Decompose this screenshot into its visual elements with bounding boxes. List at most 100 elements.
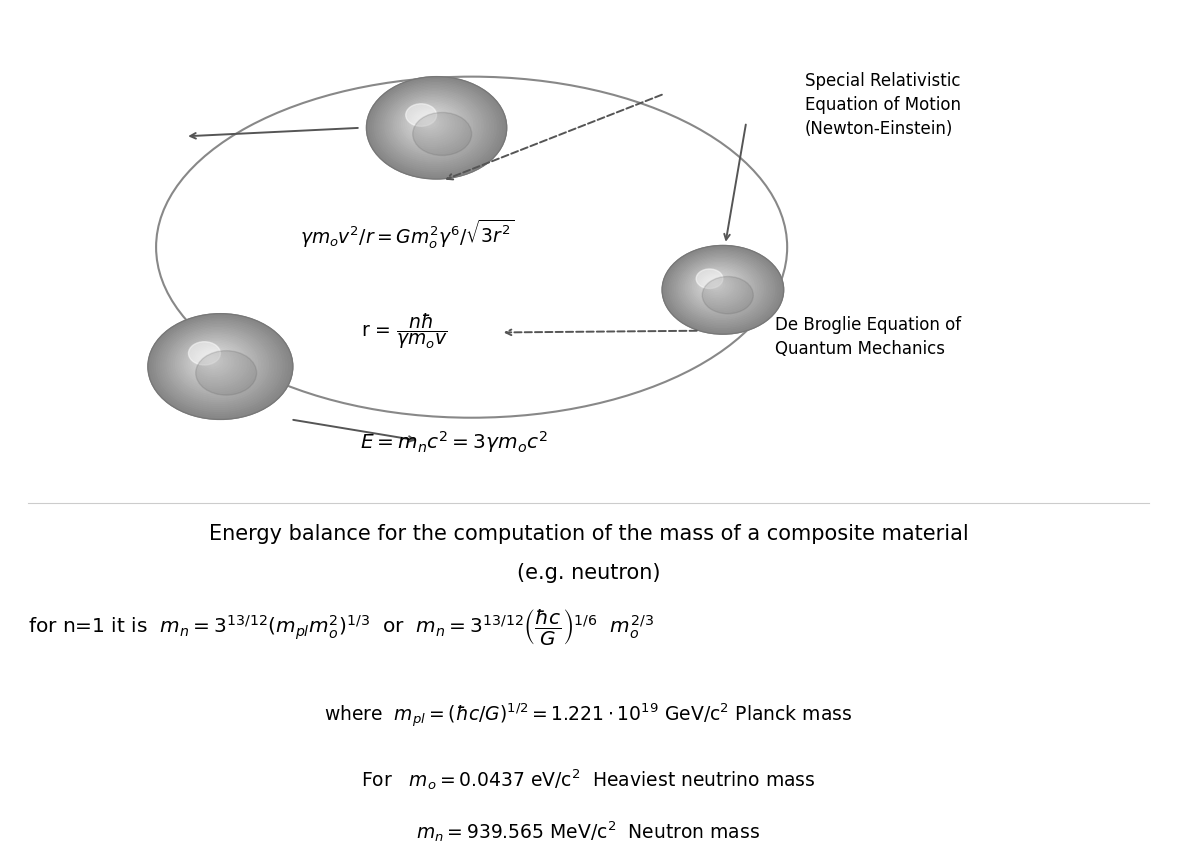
- Circle shape: [667, 250, 777, 329]
- Circle shape: [162, 325, 274, 406]
- Circle shape: [712, 282, 720, 288]
- Circle shape: [178, 336, 255, 392]
- Circle shape: [406, 104, 437, 127]
- Circle shape: [687, 263, 752, 311]
- Circle shape: [663, 245, 784, 334]
- Circle shape: [205, 356, 220, 366]
- Circle shape: [377, 84, 493, 170]
- Circle shape: [404, 103, 459, 145]
- Circle shape: [692, 268, 745, 306]
- Circle shape: [381, 87, 488, 165]
- Circle shape: [193, 346, 237, 378]
- Circle shape: [180, 337, 252, 390]
- Circle shape: [426, 121, 431, 124]
- Circle shape: [406, 105, 457, 143]
- Circle shape: [184, 340, 247, 386]
- Circle shape: [703, 276, 731, 296]
- Circle shape: [194, 348, 233, 376]
- Circle shape: [664, 247, 782, 332]
- Circle shape: [379, 85, 491, 168]
- Circle shape: [385, 90, 483, 162]
- Circle shape: [195, 350, 257, 395]
- Circle shape: [368, 78, 504, 177]
- Circle shape: [391, 95, 476, 156]
- Circle shape: [172, 331, 264, 398]
- Circle shape: [415, 113, 444, 133]
- Circle shape: [412, 109, 450, 137]
- Text: $m_n=939.565$ MeV/c$^2$  Neutron mass: $m_n=939.565$ MeV/c$^2$ Neutron mass: [417, 819, 760, 844]
- Circle shape: [420, 115, 439, 129]
- Circle shape: [390, 93, 478, 158]
- Text: where  $m_{pl}=(\hbar c/G)^{1/2}= 1.221\cdot10^{19}$ GeV/c$^2$ Planck mass: where $m_{pl}=(\hbar c/G)^{1/2}= 1.221\c…: [325, 702, 852, 730]
- Circle shape: [207, 357, 217, 364]
- Circle shape: [197, 350, 231, 374]
- Circle shape: [410, 108, 452, 139]
- Circle shape: [188, 342, 220, 365]
- Circle shape: [418, 115, 441, 131]
- Circle shape: [148, 313, 293, 419]
- Circle shape: [201, 352, 225, 370]
- Circle shape: [373, 81, 499, 173]
- Circle shape: [701, 274, 733, 298]
- Text: Special Relativistic
Equation of Motion
(Newton-Einstein): Special Relativistic Equation of Motion …: [805, 72, 960, 138]
- Circle shape: [199, 351, 228, 372]
- Circle shape: [182, 338, 250, 387]
- Circle shape: [713, 283, 718, 286]
- Circle shape: [173, 332, 260, 396]
- Circle shape: [387, 91, 480, 160]
- Circle shape: [671, 252, 772, 325]
- Circle shape: [191, 344, 239, 380]
- Circle shape: [710, 281, 723, 289]
- Circle shape: [152, 317, 287, 416]
- Text: (e.g. neutron): (e.g. neutron): [517, 562, 660, 583]
- Circle shape: [691, 266, 747, 307]
- Circle shape: [423, 117, 435, 127]
- Circle shape: [709, 279, 725, 291]
- Circle shape: [674, 255, 767, 323]
- Text: De Broglie Equation of
Quantum Mechanics: De Broglie Equation of Quantum Mechanics: [776, 316, 962, 357]
- Circle shape: [398, 99, 467, 151]
- Text: For   $m_o=0.0437$ eV/c$^2$  Heaviest neutrino mass: For $m_o=0.0437$ eV/c$^2$ Heaviest neutr…: [361, 768, 816, 792]
- Circle shape: [159, 321, 279, 410]
- Circle shape: [685, 263, 754, 313]
- Circle shape: [678, 257, 763, 319]
- Circle shape: [169, 329, 266, 400]
- Circle shape: [165, 326, 271, 404]
- Circle shape: [395, 97, 470, 152]
- Circle shape: [186, 342, 244, 384]
- Circle shape: [414, 111, 446, 135]
- Circle shape: [681, 260, 759, 316]
- Circle shape: [149, 315, 290, 418]
- Circle shape: [703, 276, 753, 313]
- Circle shape: [699, 273, 736, 300]
- Circle shape: [204, 354, 222, 369]
- Circle shape: [374, 83, 497, 171]
- Circle shape: [161, 323, 277, 407]
- Circle shape: [210, 359, 214, 362]
- Text: for n=1 it is  $m_n = 3^{13/12}(m_{pl}m_o^2)^{1/3}$  or  $m_n = 3^{13/12}\left(\: for n=1 it is $m_n = 3^{13/12}(m_{pl}m_o…: [27, 607, 653, 647]
- Circle shape: [188, 344, 241, 382]
- Circle shape: [705, 276, 730, 294]
- Circle shape: [677, 256, 765, 321]
- Circle shape: [680, 258, 762, 318]
- Circle shape: [424, 119, 433, 126]
- Circle shape: [399, 101, 465, 148]
- Circle shape: [670, 251, 774, 327]
- Circle shape: [698, 271, 738, 301]
- Circle shape: [689, 265, 750, 309]
- Circle shape: [175, 334, 258, 393]
- Text: $E = m_n c^2 = 3\gamma m_o c^2$: $E = m_n c^2 = 3\gamma m_o c^2$: [360, 429, 548, 455]
- Circle shape: [694, 269, 743, 304]
- Circle shape: [666, 248, 779, 331]
- Circle shape: [383, 89, 486, 164]
- Circle shape: [366, 77, 506, 179]
- Text: r = $\dfrac{n\hbar}{\gamma m_o v}$: r = $\dfrac{n\hbar}{\gamma m_o v}$: [360, 311, 447, 350]
- Text: Energy balance for the computation of the mass of a composite material: Energy balance for the computation of th…: [208, 524, 969, 544]
- Circle shape: [696, 270, 740, 303]
- Circle shape: [696, 269, 723, 288]
- Circle shape: [407, 107, 454, 140]
- Text: $\gamma m_o v^2 / r = Gm_o^2\gamma^6 / \sqrt{3r^2}$: $\gamma m_o v^2 / r = Gm_o^2\gamma^6 / \…: [300, 218, 514, 251]
- Circle shape: [401, 102, 463, 146]
- Circle shape: [684, 261, 757, 314]
- Circle shape: [706, 278, 727, 293]
